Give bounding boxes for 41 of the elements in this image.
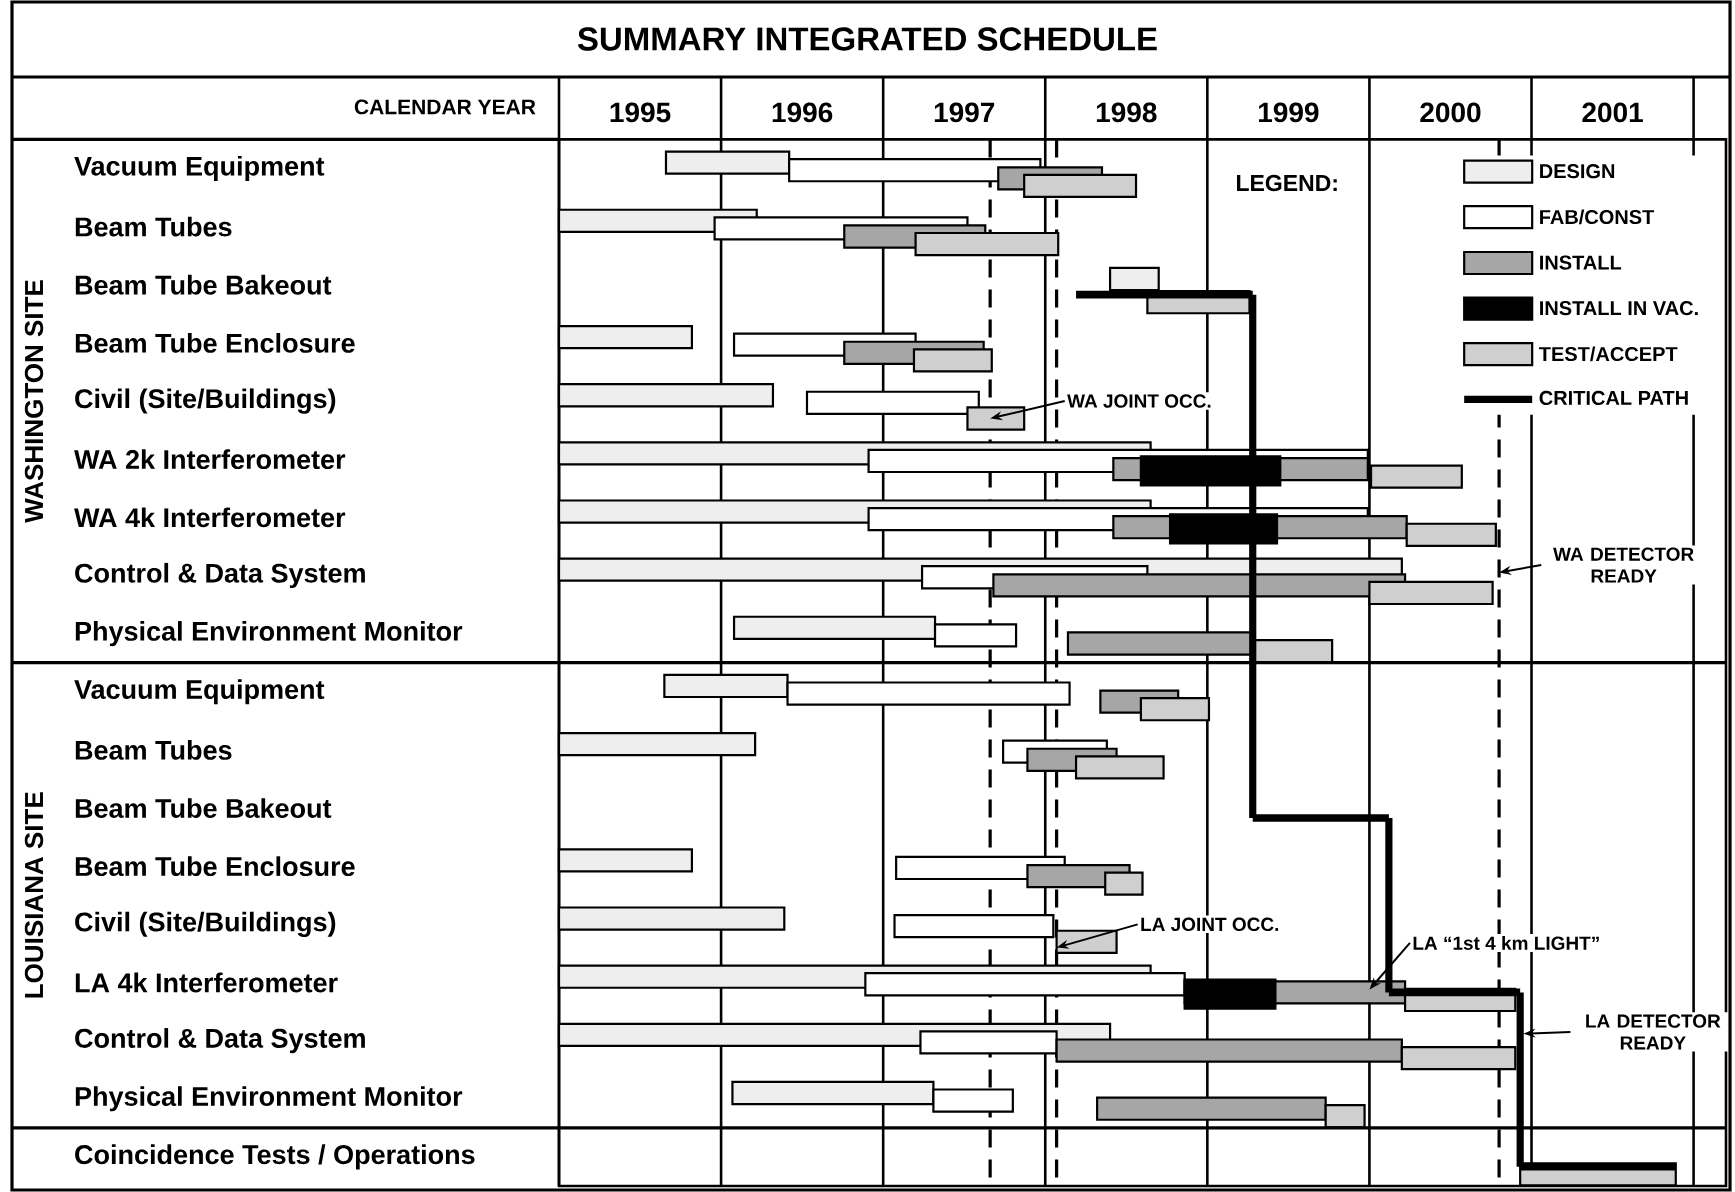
y-tick-label: Civil (Site/Buildings): [75, 388, 336, 414]
ref-line-label: WA JOINT OCC.: [1067, 394, 1211, 408]
text: LOUISIANA SITE: [24, 792, 44, 998]
y-tick-label: Physical Environment Monitor: [75, 621, 463, 647]
y-tick-label: Civil (Site/Buildings): [75, 911, 336, 937]
legend-title: LEGEND:: [1236, 174, 1337, 192]
legend-label: INSTALL IN VAC.: [1540, 301, 1698, 316]
y-tick-label: Beam Tube Bakeout: [75, 798, 332, 818]
ref-line-label: LA JOINT OCC.: [1141, 917, 1279, 932]
legend-label: FAB/CONST: [1540, 209, 1655, 225]
x-tick-label: 1999: [1258, 102, 1319, 123]
legend-label: TEST/ACCEPT: [1538, 346, 1678, 362]
y-tick-label: Coincidence Tests / Operations: [75, 1144, 475, 1170]
y-tick-label: Beam Tube Enclosure: [75, 856, 355, 877]
y-tick-label: Physical Environment Monitor: [75, 1086, 463, 1112]
legend-label: CRITICAL PATH: [1539, 390, 1688, 406]
x-tick-label: 1998: [1096, 102, 1157, 123]
y-tick-label: WA 4k Interferometer: [74, 507, 346, 528]
y-tick-label: Beam Tube Bakeout: [75, 274, 332, 295]
annotation: LA “1st 4 km LIGHT”: [1413, 935, 1599, 950]
y-tick-label: Beam Tube Enclosure: [75, 333, 355, 353]
ref-line-label: WA DETECTOR READY: [1553, 547, 1694, 583]
y-tick-label: Vacuum Equipment: [74, 155, 325, 182]
x-tick-label: 2001: [1582, 102, 1643, 123]
y-tick-label: Vacuum Equipment: [74, 679, 325, 705]
x-axis-title: CALENDAR YEAR: [354, 99, 536, 115]
x-tick-label: 1996: [772, 102, 833, 123]
x-tick-label: 2000: [1420, 102, 1481, 123]
y-tick-label: WA 2k Interferometer: [74, 449, 346, 470]
legend-label: INSTALL: [1540, 255, 1622, 270]
text: WASHINGTON SITE: [24, 280, 44, 523]
y-tick-label: Beam Tubes: [75, 216, 232, 237]
x-tick-label: 1995: [610, 102, 671, 123]
y-tick-label: Control & Data System: [75, 562, 365, 589]
y-tick-label: LA 4k Interferometer: [75, 972, 338, 993]
chart-title: SUMMARY INTEGRATED SCHEDULE: [577, 27, 1157, 51]
x-tick-label: 1997: [934, 102, 995, 123]
y-tick-label: Control & Data System: [75, 1028, 365, 1054]
y-tick-label: Beam Tubes: [75, 740, 232, 760]
annotation: LA DETECTOR READY: [1586, 1014, 1721, 1050]
legend-label: DESIGN: [1540, 164, 1615, 179]
